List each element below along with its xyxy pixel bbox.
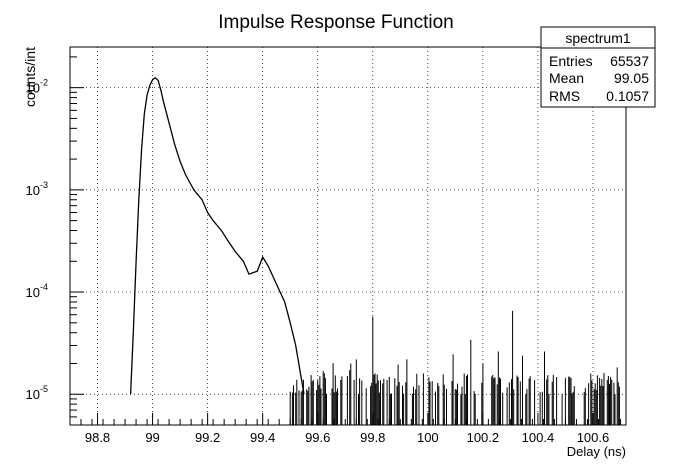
x-tick-label: 99 xyxy=(145,430,159,445)
stats-entries-label: Entries xyxy=(549,53,593,69)
y-axis-label: counts/int xyxy=(22,47,38,107)
x-tick-label: 98.8 xyxy=(85,430,110,445)
plot-frame xyxy=(69,46,627,426)
x-tick-label: 100.2 xyxy=(467,430,500,445)
y-tick-label: 10-3 xyxy=(26,180,48,198)
y-tick-label: 10-4 xyxy=(26,282,48,300)
x-tick-label: 100.6 xyxy=(577,430,610,445)
stats-mean-label: Mean xyxy=(549,70,584,86)
x-tick-label: 99.2 xyxy=(195,430,220,445)
stats-box-frame xyxy=(540,26,656,108)
x-axis-label: Delay (ns) xyxy=(567,444,626,459)
x-tick-label: 100 xyxy=(417,430,439,445)
y-tick-label: 10-5 xyxy=(26,384,48,402)
stats-rms-label: RMS xyxy=(549,88,580,104)
x-tick-label: 99.8 xyxy=(360,430,385,445)
stats-box-title: spectrum1 xyxy=(565,30,631,46)
x-tick-label: 99.6 xyxy=(305,430,330,445)
x-tick-label: 100.4 xyxy=(522,430,555,445)
stats-mean-value: 99.05 xyxy=(614,70,649,86)
y-tick-label: 10-2 xyxy=(26,78,48,96)
chart-title: Impulse Response Function xyxy=(218,12,454,33)
x-tick-label: 99.4 xyxy=(250,430,275,445)
stats-box: spectrum1 Entries 65537 Mean 99.05 RMS 0… xyxy=(540,26,656,108)
stats-rms-value: 0.1057 xyxy=(606,88,649,104)
grid xyxy=(70,47,626,425)
data-layer xyxy=(129,76,620,425)
stats-entries-value: 65537 xyxy=(610,53,649,69)
series-spectrum1-curve xyxy=(129,76,305,395)
